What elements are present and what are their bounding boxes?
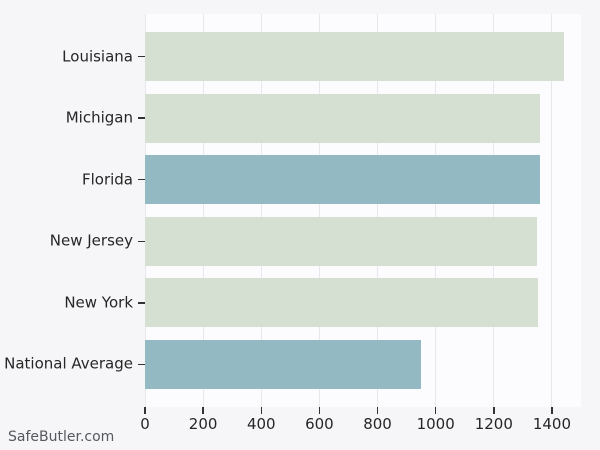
x-axis-tick [318, 407, 321, 414]
bar-new-york [145, 278, 538, 328]
y-axis-tick [138, 178, 145, 181]
y-axis-tick [138, 363, 145, 366]
x-axis-tick-label: 400 [246, 415, 276, 433]
y-axis-tick [138, 302, 145, 304]
y-axis-tick [138, 117, 145, 119]
x-axis-tick [202, 407, 204, 414]
x-axis-tick-label: 1200 [474, 415, 513, 433]
x-axis-tick-label: 0 [140, 415, 150, 433]
y-axis-label-michigan: Michigan [65, 108, 133, 127]
y-axis-tick [138, 55, 145, 58]
x-axis-tick-label: 1400 [532, 415, 572, 433]
y-axis-label-florida: Florida [81, 170, 133, 189]
x-axis-tick-label: 600 [305, 415, 334, 433]
bar-florida [145, 155, 540, 205]
gridline-x-1000 [435, 14, 437, 407]
x-axis-tick [493, 407, 495, 414]
y-axis-label-louisiana: Louisiana [62, 47, 133, 65]
y-axis-label-new-york: New York [64, 293, 133, 312]
x-axis-tick-label: 800 [363, 415, 392, 433]
x-axis-tick [434, 407, 437, 414]
watermark-text: SafeButler.com [8, 429, 115, 445]
gridline-x-0 [144, 14, 146, 407]
gridline-x-1400 [551, 14, 553, 407]
gridline-x-1200 [493, 14, 495, 407]
bar-national-average [145, 339, 421, 389]
bar-louisiana [145, 32, 564, 81]
y-axis-label-new-jersey: New Jersey [49, 231, 133, 250]
x-axis-tick [144, 407, 146, 414]
y-axis-label-national-average: National Average [4, 354, 133, 373]
plot-area [144, 14, 581, 407]
gridline-x-400 [260, 14, 262, 407]
gridline-x-600 [318, 14, 320, 407]
bar-new-jersey [145, 216, 537, 266]
x-axis-tick-label: 1000 [416, 415, 455, 433]
x-axis-tick [260, 407, 263, 414]
x-axis-tick [551, 407, 553, 414]
x-axis-tick-label: 200 [188, 415, 218, 433]
gridline-x-800 [377, 14, 379, 407]
x-axis-tick [376, 407, 379, 414]
y-axis-tick [138, 240, 145, 243]
gridline-x-200 [202, 14, 204, 407]
bar-michigan [145, 93, 540, 143]
